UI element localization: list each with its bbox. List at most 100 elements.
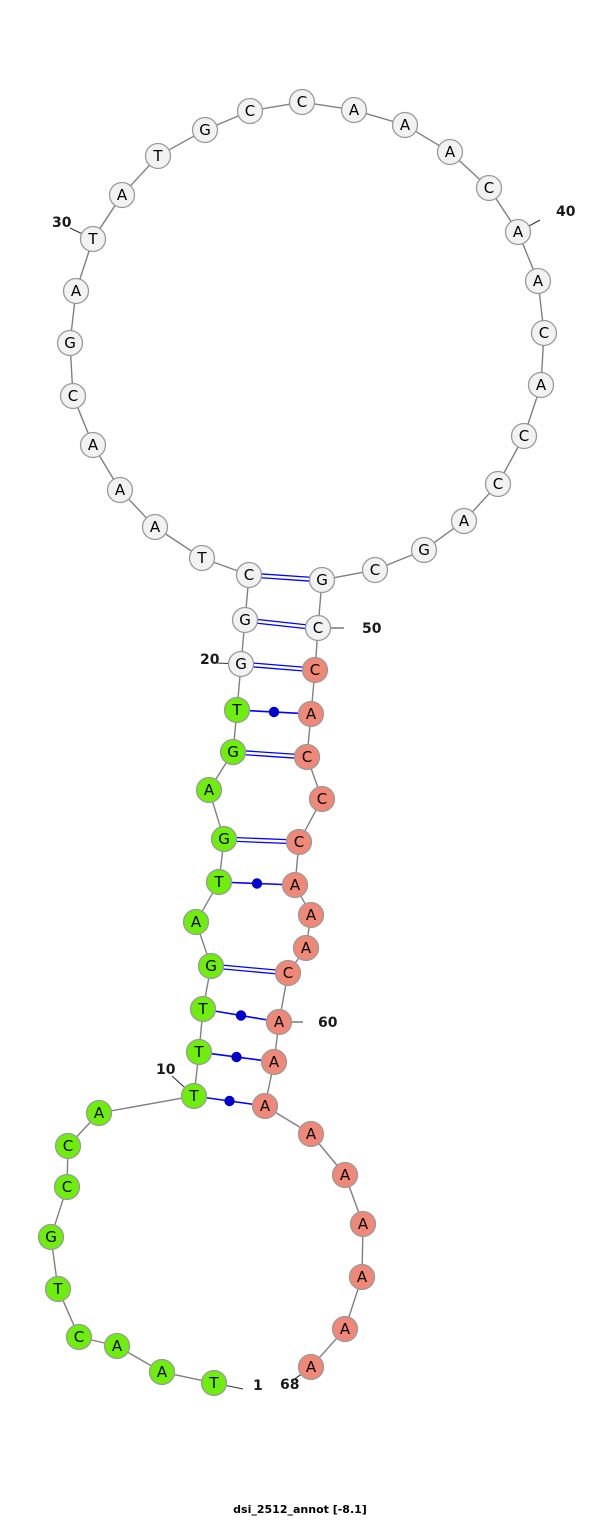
- nucleotide-circle[interactable]: [185, 1038, 213, 1066]
- nucleotide-circle[interactable]: [189, 995, 217, 1023]
- nucleotide-circle[interactable]: [103, 1332, 131, 1360]
- nucleotide-circle[interactable]: [227, 650, 255, 678]
- nucleotide-63[interactable]: A: [297, 1120, 325, 1148]
- nucleotide-circle[interactable]: [475, 174, 503, 202]
- nucleotide-circle[interactable]: [293, 743, 321, 771]
- nucleotide-9[interactable]: A: [85, 1099, 113, 1127]
- nucleotide-circle[interactable]: [59, 382, 87, 410]
- nucleotide-10[interactable]: T: [180, 1082, 208, 1110]
- nucleotide-32[interactable]: T: [144, 142, 172, 170]
- nucleotide-circle[interactable]: [235, 561, 263, 589]
- nucleotide-60[interactable]: A: [265, 1008, 293, 1036]
- nucleotide-circle[interactable]: [79, 225, 107, 253]
- nucleotide-circle[interactable]: [530, 319, 558, 347]
- nucleotide-62[interactable]: A: [251, 1092, 279, 1120]
- nucleotide-circle[interactable]: [54, 1132, 82, 1160]
- nucleotide-19[interactable]: T: [223, 696, 251, 724]
- nucleotide-20[interactable]: G: [227, 650, 255, 678]
- nucleotide-45[interactable]: C: [484, 470, 512, 498]
- nucleotide-circle[interactable]: [191, 116, 219, 144]
- nucleotide-56[interactable]: A: [281, 871, 309, 899]
- nucleotide-41[interactable]: A: [524, 267, 552, 295]
- nucleotide-25[interactable]: A: [106, 476, 134, 504]
- nucleotide-circle[interactable]: [348, 1263, 376, 1291]
- nucleotide-7[interactable]: C: [53, 1173, 81, 1201]
- nucleotide-circle[interactable]: [436, 138, 464, 166]
- nucleotide-circle[interactable]: [108, 181, 136, 209]
- nucleotide-circle[interactable]: [188, 544, 216, 572]
- nucleotide-circle[interactable]: [349, 1210, 377, 1238]
- nucleotide-53[interactable]: C: [293, 743, 321, 771]
- nucleotide-circle[interactable]: [251, 1092, 279, 1120]
- nucleotide-circle[interactable]: [219, 738, 247, 766]
- nucleotide-circle[interactable]: [197, 952, 225, 980]
- nucleotide-68[interactable]: A: [297, 1353, 325, 1381]
- nucleotide-circle[interactable]: [281, 871, 309, 899]
- nucleotide-39[interactable]: C: [475, 174, 503, 202]
- nucleotide-38[interactable]: A: [436, 138, 464, 166]
- nucleotide-5[interactable]: T: [44, 1275, 72, 1303]
- nucleotide-circle[interactable]: [106, 476, 134, 504]
- nucleotide-circle[interactable]: [331, 1161, 359, 1189]
- nucleotide-29[interactable]: A: [62, 277, 90, 305]
- nucleotide-circle[interactable]: [297, 700, 325, 728]
- nucleotide-circle[interactable]: [484, 470, 512, 498]
- nucleotide-17[interactable]: A: [195, 776, 223, 804]
- nucleotide-circle[interactable]: [37, 1223, 65, 1251]
- nucleotide-circle[interactable]: [297, 901, 325, 929]
- nucleotide-50[interactable]: C: [304, 614, 332, 642]
- nucleotide-circle[interactable]: [56, 329, 84, 357]
- nucleotide-11[interactable]: T: [185, 1038, 213, 1066]
- nucleotide-circle[interactable]: [331, 1315, 359, 1343]
- nucleotide-circle[interactable]: [308, 566, 336, 594]
- nucleotide-52[interactable]: A: [297, 700, 325, 728]
- nucleotide-circle[interactable]: [65, 1323, 93, 1351]
- nucleotide-circle[interactable]: [141, 513, 169, 541]
- nucleotide-circle[interactable]: [410, 536, 438, 564]
- nucleotide-6[interactable]: G: [37, 1223, 65, 1251]
- nucleotide-circle[interactable]: [510, 422, 538, 450]
- nucleotide-circle[interactable]: [44, 1275, 72, 1303]
- nucleotide-21[interactable]: G: [231, 606, 259, 634]
- nucleotide-circle[interactable]: [210, 825, 238, 853]
- nucleotide-44[interactable]: C: [510, 422, 538, 450]
- nucleotide-circle[interactable]: [524, 267, 552, 295]
- nucleotide-circle[interactable]: [361, 556, 389, 584]
- nucleotide-48[interactable]: C: [361, 556, 389, 584]
- nucleotide-37[interactable]: A: [391, 111, 419, 139]
- nucleotide-49[interactable]: G: [308, 566, 336, 594]
- nucleotide-circle[interactable]: [85, 1099, 113, 1127]
- nucleotide-circle[interactable]: [450, 507, 478, 535]
- nucleotide-circle[interactable]: [231, 606, 259, 634]
- nucleotide-31[interactable]: A: [108, 181, 136, 209]
- nucleotide-67[interactable]: A: [331, 1315, 359, 1343]
- nucleotide-61[interactable]: A: [260, 1048, 288, 1076]
- nucleotide-58[interactable]: A: [292, 934, 320, 962]
- nucleotide-54[interactable]: C: [308, 785, 336, 813]
- nucleotide-55[interactable]: C: [285, 828, 313, 856]
- nucleotide-34[interactable]: C: [236, 97, 264, 125]
- nucleotide-30[interactable]: T: [79, 225, 107, 253]
- nucleotide-35[interactable]: C: [288, 88, 316, 116]
- nucleotide-circle[interactable]: [79, 431, 107, 459]
- nucleotide-57[interactable]: A: [297, 901, 325, 929]
- nucleotide-circle[interactable]: [195, 776, 223, 804]
- nucleotide-circle[interactable]: [144, 142, 172, 170]
- nucleotide-46[interactable]: A: [450, 507, 478, 535]
- nucleotide-4[interactable]: C: [65, 1323, 93, 1351]
- nucleotide-8[interactable]: C: [54, 1132, 82, 1160]
- nucleotide-16[interactable]: G: [210, 825, 238, 853]
- nucleotide-circle[interactable]: [205, 868, 233, 896]
- nucleotide-3[interactable]: A: [103, 1332, 131, 1360]
- nucleotide-circle[interactable]: [260, 1048, 288, 1076]
- nucleotide-circle[interactable]: [236, 97, 264, 125]
- nucleotide-26[interactable]: A: [79, 431, 107, 459]
- nucleotide-circle[interactable]: [308, 785, 336, 813]
- nucleotide-24[interactable]: A: [141, 513, 169, 541]
- nucleotide-circle[interactable]: [297, 1120, 325, 1148]
- nucleotide-51[interactable]: C: [301, 656, 329, 684]
- nucleotide-circle[interactable]: [274, 959, 302, 987]
- nucleotide-circle[interactable]: [304, 614, 332, 642]
- nucleotide-64[interactable]: A: [331, 1161, 359, 1189]
- nucleotide-circle[interactable]: [340, 96, 368, 124]
